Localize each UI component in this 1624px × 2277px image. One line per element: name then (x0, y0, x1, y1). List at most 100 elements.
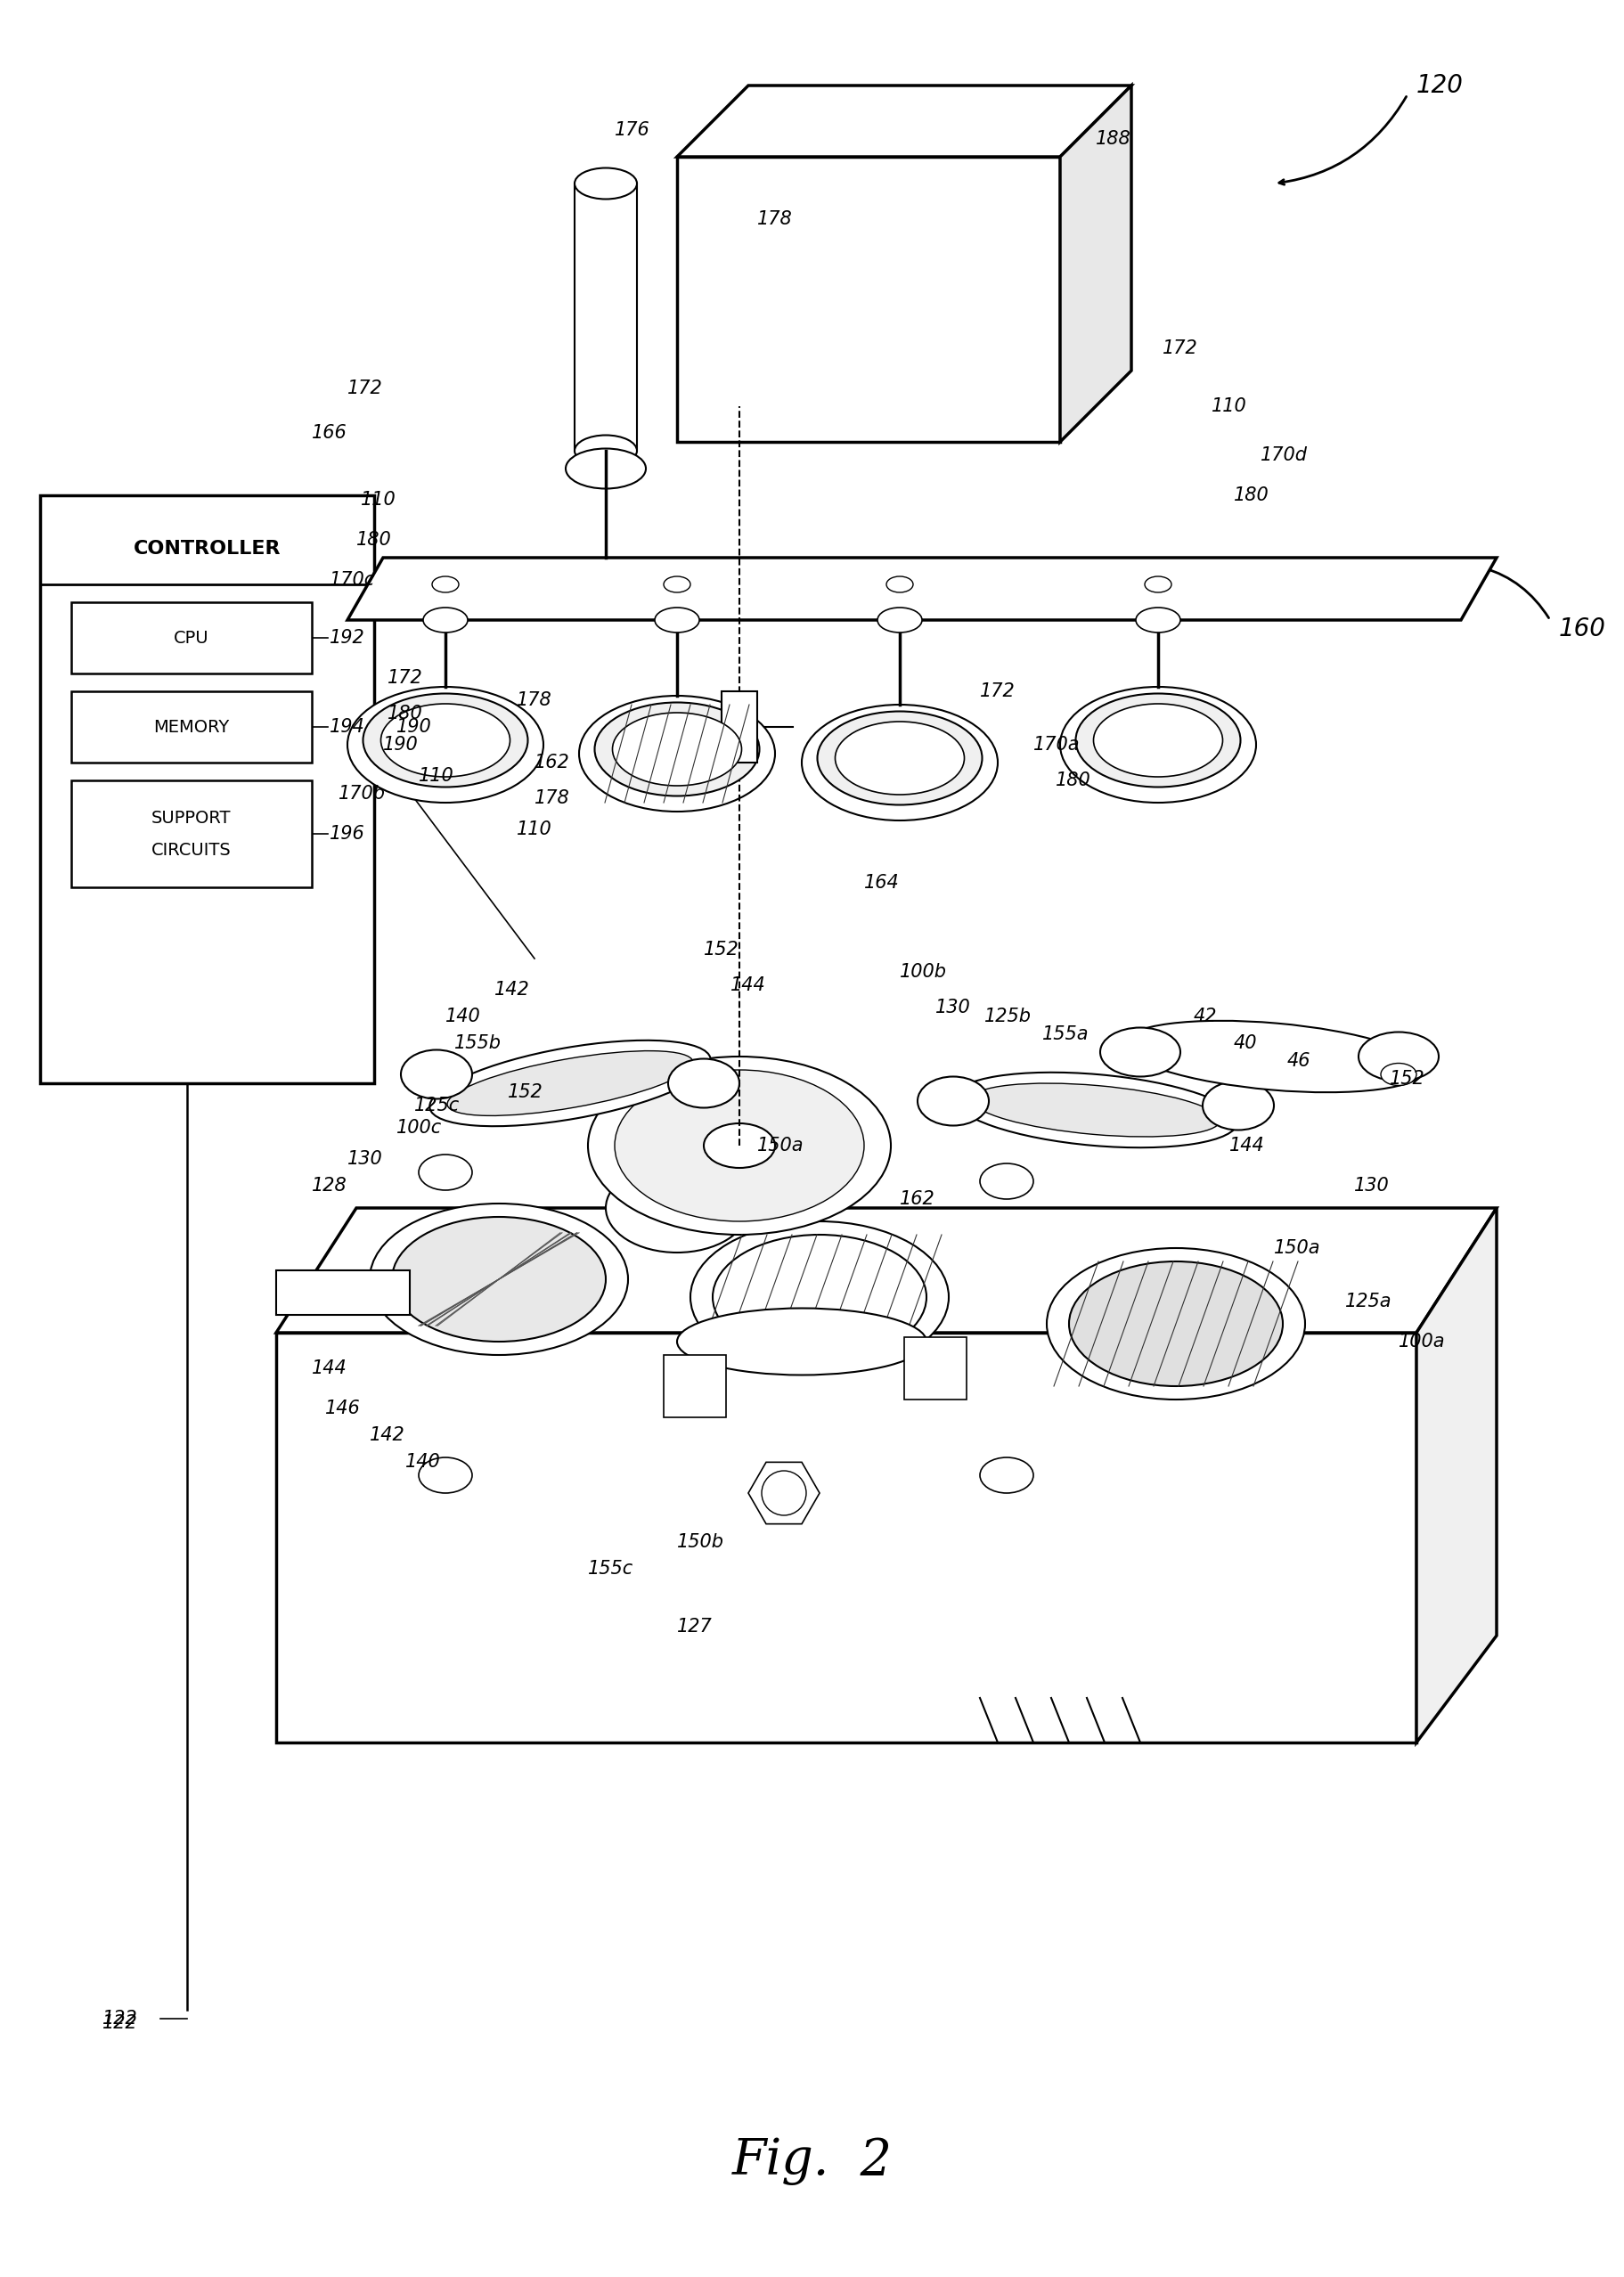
Polygon shape (276, 1332, 1416, 1742)
Text: Fig.  2: Fig. 2 (732, 2136, 892, 2186)
Ellipse shape (1358, 1031, 1437, 1082)
Text: SUPPORT: SUPPORT (151, 808, 231, 827)
Text: 162: 162 (534, 754, 570, 772)
Text: 152: 152 (703, 940, 739, 959)
Text: 162: 162 (900, 1191, 935, 1209)
Text: 142: 142 (494, 981, 529, 1000)
Text: 110: 110 (361, 492, 396, 508)
Text: 180: 180 (387, 704, 422, 722)
Ellipse shape (588, 1057, 890, 1234)
Bar (71, 601, 312, 674)
Ellipse shape (1093, 704, 1221, 776)
Ellipse shape (835, 722, 963, 795)
Text: 140: 140 (445, 1006, 481, 1025)
Polygon shape (276, 1209, 1496, 1332)
Text: CONTROLLER: CONTROLLER (133, 540, 281, 558)
Ellipse shape (887, 576, 913, 592)
Text: 170b: 170b (338, 786, 385, 804)
Text: 155c: 155c (588, 1560, 633, 1578)
Text: 128: 128 (312, 1177, 348, 1195)
Text: 188: 188 (1095, 130, 1130, 148)
Ellipse shape (953, 1072, 1237, 1148)
Ellipse shape (1135, 608, 1179, 633)
Text: 178: 178 (516, 692, 552, 708)
Text: 180: 180 (356, 531, 391, 549)
Ellipse shape (419, 1154, 473, 1191)
Ellipse shape (1202, 1082, 1273, 1129)
Text: 100b: 100b (900, 963, 947, 981)
Ellipse shape (575, 435, 637, 467)
Bar (663, 1355, 726, 1416)
Ellipse shape (801, 704, 997, 820)
Polygon shape (677, 87, 1130, 157)
Text: 144: 144 (1229, 1136, 1263, 1154)
Text: 42: 42 (1194, 1006, 1216, 1025)
Text: 127: 127 (677, 1617, 711, 1635)
Ellipse shape (654, 608, 698, 633)
Ellipse shape (1143, 576, 1171, 592)
Polygon shape (1416, 1209, 1496, 1742)
Ellipse shape (1122, 1020, 1424, 1093)
Text: CPU: CPU (174, 628, 209, 647)
Ellipse shape (690, 1220, 948, 1373)
Polygon shape (348, 558, 1496, 619)
Ellipse shape (362, 694, 528, 788)
Text: 152: 152 (507, 1084, 542, 1102)
Bar (721, 692, 757, 763)
Text: 170c: 170c (330, 572, 375, 590)
Text: 160: 160 (1557, 617, 1605, 642)
Text: 140: 140 (404, 1453, 440, 1471)
Text: 155a: 155a (1041, 1025, 1088, 1043)
Ellipse shape (594, 701, 758, 797)
Text: 120: 120 (1416, 73, 1463, 98)
Text: 100c: 100c (396, 1118, 442, 1136)
Text: 196: 196 (330, 824, 365, 842)
Ellipse shape (391, 1216, 606, 1341)
Ellipse shape (1059, 688, 1255, 804)
Ellipse shape (979, 1164, 1033, 1200)
Bar (71, 781, 312, 888)
Text: 192: 192 (330, 628, 365, 647)
Text: 150a: 150a (757, 1136, 804, 1154)
Ellipse shape (429, 1041, 710, 1127)
Text: 144: 144 (731, 977, 765, 995)
Text: 46: 46 (1286, 1052, 1311, 1070)
Ellipse shape (370, 1205, 628, 1355)
Ellipse shape (979, 1457, 1033, 1494)
Ellipse shape (713, 1234, 926, 1359)
Ellipse shape (663, 576, 690, 592)
Text: 122: 122 (102, 2015, 138, 2031)
Ellipse shape (971, 1084, 1220, 1136)
Ellipse shape (762, 1471, 806, 1514)
Text: 164: 164 (864, 874, 900, 893)
Text: 100a: 100a (1398, 1332, 1445, 1350)
Text: 176: 176 (614, 121, 650, 139)
Text: 125a: 125a (1345, 1293, 1392, 1312)
Ellipse shape (606, 1164, 749, 1252)
Text: 172: 172 (387, 669, 422, 688)
Text: 170a: 170a (1033, 735, 1080, 754)
Ellipse shape (703, 1123, 775, 1168)
Ellipse shape (1046, 1248, 1304, 1400)
Ellipse shape (1075, 694, 1239, 788)
Text: 180: 180 (1056, 772, 1090, 790)
Text: 172: 172 (979, 683, 1015, 701)
Ellipse shape (422, 608, 468, 633)
Text: 110: 110 (1212, 396, 1246, 414)
Polygon shape (749, 1462, 818, 1523)
Ellipse shape (877, 608, 921, 633)
Text: 178: 178 (534, 790, 570, 806)
Text: 152: 152 (1389, 1070, 1424, 1088)
Bar (71, 692, 312, 763)
Text: 110: 110 (419, 767, 453, 786)
Text: 150b: 150b (677, 1532, 724, 1551)
Text: MEMORY: MEMORY (154, 720, 229, 735)
Ellipse shape (380, 704, 510, 776)
Text: 190: 190 (383, 735, 419, 754)
Ellipse shape (575, 168, 637, 198)
Ellipse shape (565, 449, 645, 490)
Ellipse shape (447, 1052, 693, 1116)
Ellipse shape (419, 1457, 473, 1494)
Text: 172: 172 (348, 380, 383, 396)
Text: 166: 166 (312, 424, 348, 442)
